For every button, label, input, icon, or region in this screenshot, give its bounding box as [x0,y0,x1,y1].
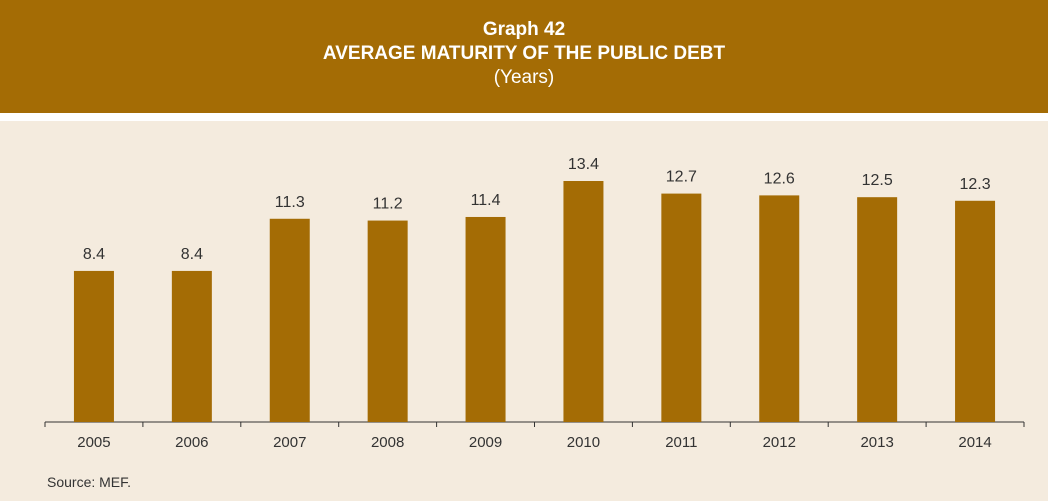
data-label-2008: 11.2 [373,196,403,213]
bar-2006 [171,270,212,422]
data-label-2013: 12.5 [862,172,893,189]
data-label-2011: 12.7 [666,169,697,186]
graph-number: Graph 42 [482,19,566,40]
bar-2012 [759,195,800,422]
chart-title: AVERAGE MATURITY OF THE PUBLIC DEBT [322,43,726,64]
data-label-2005: 8.4 [83,246,105,263]
x-tick-label-2014: 2014 [958,434,991,451]
data-label-2009: 11.4 [471,192,501,209]
data-label-2010: 13.4 [568,156,599,173]
data-label-2007: 11.3 [275,194,305,211]
x-tick-label-2005: 2005 [77,434,110,451]
bar-2011 [661,193,702,422]
data-label-2006: 8.4 [181,246,203,263]
x-tick-label-2008: 2008 [371,434,404,451]
bar-2014 [955,200,996,422]
x-tick-label-2009: 2009 [469,434,502,451]
bar-2007 [269,218,310,422]
x-tick-label-2007: 2007 [273,434,306,451]
x-tick-label-2006: 2006 [175,434,208,451]
chart-unit: (Years) [493,67,555,88]
x-tick-label-2012: 2012 [763,434,796,451]
bar-2010 [563,181,604,422]
data-label-2012: 12.6 [764,170,795,187]
x-tick-label-2013: 2013 [860,434,893,451]
x-tick-label-2011: 2011 [665,434,697,451]
bar-2009 [465,216,506,422]
source-note: Source: MEF. [47,474,132,490]
data-label-2014: 12.3 [959,176,990,193]
bar-2008 [367,220,408,422]
bar-2005 [73,270,114,422]
bar-2013 [857,197,898,422]
chart-header: Graph 42 AVERAGE MATURITY OF THE PUBLIC … [0,0,1048,113]
x-tick-label-2010: 2010 [567,434,600,451]
